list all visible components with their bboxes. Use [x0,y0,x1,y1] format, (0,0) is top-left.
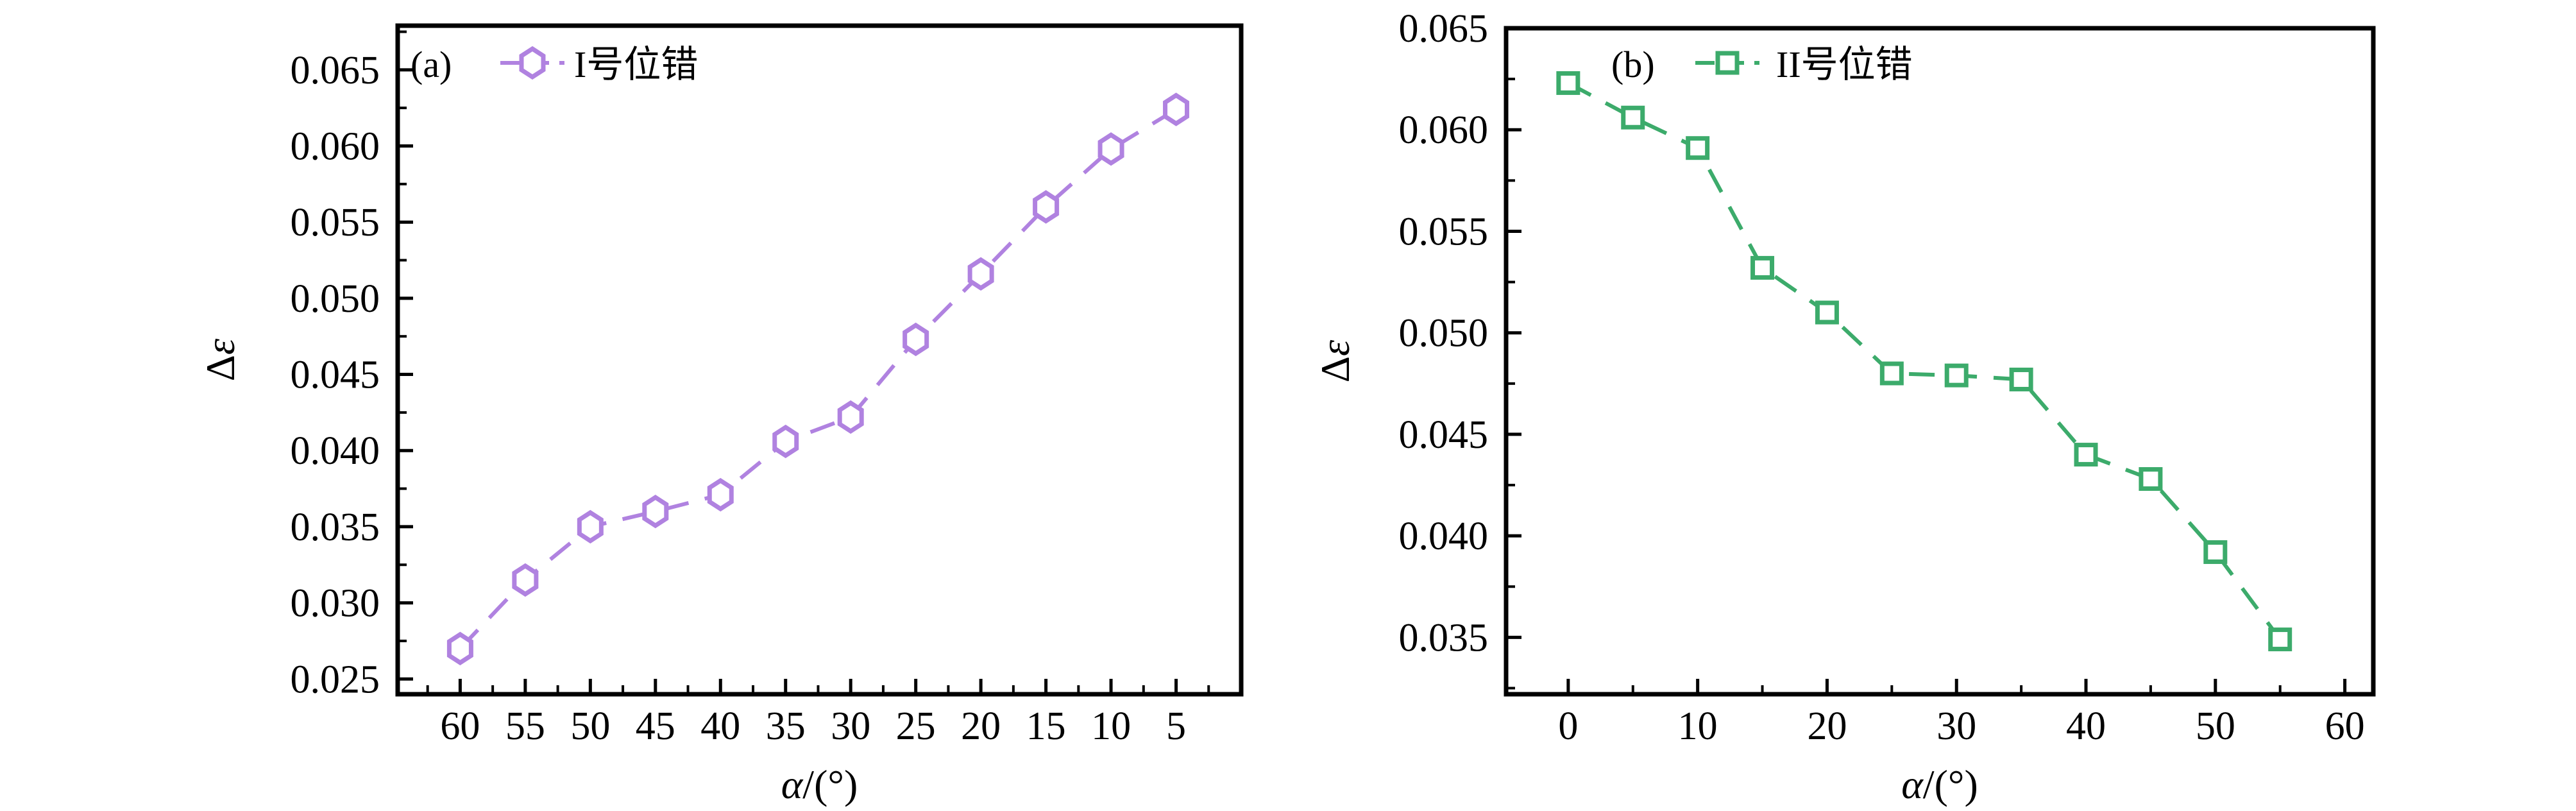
legend-marker-icon [1715,51,1740,75]
data-point-marker [837,400,864,434]
x-tick-label: 5 [1166,704,1186,748]
data-point-marker [446,631,473,665]
data-point-marker [772,424,799,459]
y-tick-label: 0.030 [291,582,380,626]
x-tick-label: 20 [1807,704,1847,748]
data-point-marker [2268,627,2292,652]
panel-b-chart: 0 10 20 30 40 50 600.0350.0400.0450.0500.0550.… [1288,0,2576,811]
y-axis-label: Δε [198,338,243,381]
x-tick-label: 55 [505,704,545,748]
data-point-marker [2203,540,2228,564]
series-group [1556,71,2292,652]
data-point-marker [1815,300,1839,325]
axes-frame [395,23,1244,697]
y-tick-label: 0.045 [291,354,380,397]
data-point-marker [967,257,994,291]
x-tick-label: 45 [636,704,675,748]
y-tick-label: 0.025 [291,658,380,701]
x-tick-label: 50 [2196,704,2235,748]
x-tick-label: 60 [2325,704,2365,748]
y-tick-label: 0.065 [291,49,380,92]
y-tick-label: 0.060 [1399,108,1489,152]
y-tick-label: 0.065 [1399,7,1489,51]
data-point-marker [2074,443,2098,467]
data-point-marker [1033,190,1060,224]
plot-background [1288,0,2576,811]
data-point-marker [642,495,669,529]
x-tick-label: 25 [896,704,936,748]
data-point-marker [1163,92,1190,126]
x-tick-label: 20 [961,704,1001,748]
data-point-marker [2139,467,2163,491]
x-tick-label: 10 [1678,704,1718,748]
axes-frame [1504,26,2376,697]
data-point-marker [1944,363,1969,388]
y-tick-label: 0.050 [1399,312,1489,355]
y-tick-label: 0.050 [291,277,380,321]
panel-a-chart: 60 55 50 45 40 35 30 25 20 15 10 50.0250.0300.0350.… [0,0,1288,811]
x-axis: 0 10 20 30 40 50 60 [1558,679,2365,748]
x-tick-label: 0 [1558,704,1578,748]
x-tick-label: 30 [1936,704,1976,748]
panel-label: (b) [1611,44,1655,85]
plot-background [0,0,1288,811]
y-tick-label: 0.040 [1399,515,1489,558]
x-tick-label: 50 [570,704,610,748]
legend: (a) I号位错 [411,44,698,85]
data-point-marker [1686,136,1710,160]
data-point-marker [707,477,734,512]
data-point-marker [2009,367,2033,391]
data-point-marker [512,563,539,597]
x-tick-label: 10 [1091,704,1131,748]
x-tick-label: 15 [1026,704,1066,748]
x-tick-label: 40 [2066,704,2106,748]
data-point-marker [1621,105,1645,130]
data-point-marker [902,322,929,357]
data-point-marker [1097,132,1124,166]
data-point-marker [1879,361,1904,386]
data-markers [446,92,1190,665]
legend-label: I号位错 [574,44,698,85]
data-markers [1556,71,2292,652]
x-axis: 60 55 50 45 40 35 30 25 20 15 10 5 [426,679,1210,748]
x-axis-label: α/(°) [781,762,858,807]
legend: (b) II号位错 [1611,44,1913,85]
x-tick-label: 40 [700,704,740,748]
data-point-marker [1556,71,1580,95]
legend-marker-icon [519,46,546,80]
panel-label: (a) [411,44,452,85]
y-tick-label: 0.040 [291,429,380,473]
y-tick-label: 0.055 [291,201,380,244]
series-group [446,92,1190,665]
data-point-marker [1750,255,1775,280]
y-tick-label: 0.035 [291,506,380,549]
y-axis-label: Δε [1312,339,1358,382]
y-tick-label: 0.045 [1399,413,1489,457]
x-tick-label: 35 [766,704,806,748]
y-tick-label: 0.035 [1399,616,1489,660]
y-tick-label: 0.060 [291,125,380,169]
legend-label: II号位错 [1776,44,1913,85]
x-axis-label: α/(°) [1901,762,1978,807]
x-tick-label: 30 [831,704,870,748]
x-tick-label: 60 [440,704,480,748]
y-tick-label: 0.055 [1399,210,1489,253]
y-axis: 0.035 0.040 0.045 0.050 0.055 0.060 0.065 [1399,7,1521,690]
y-axis: 0.025 0.030 0.035 0.040 0.045 0.050 0.055 0.060… [291,30,413,701]
data-point-marker [577,509,604,544]
